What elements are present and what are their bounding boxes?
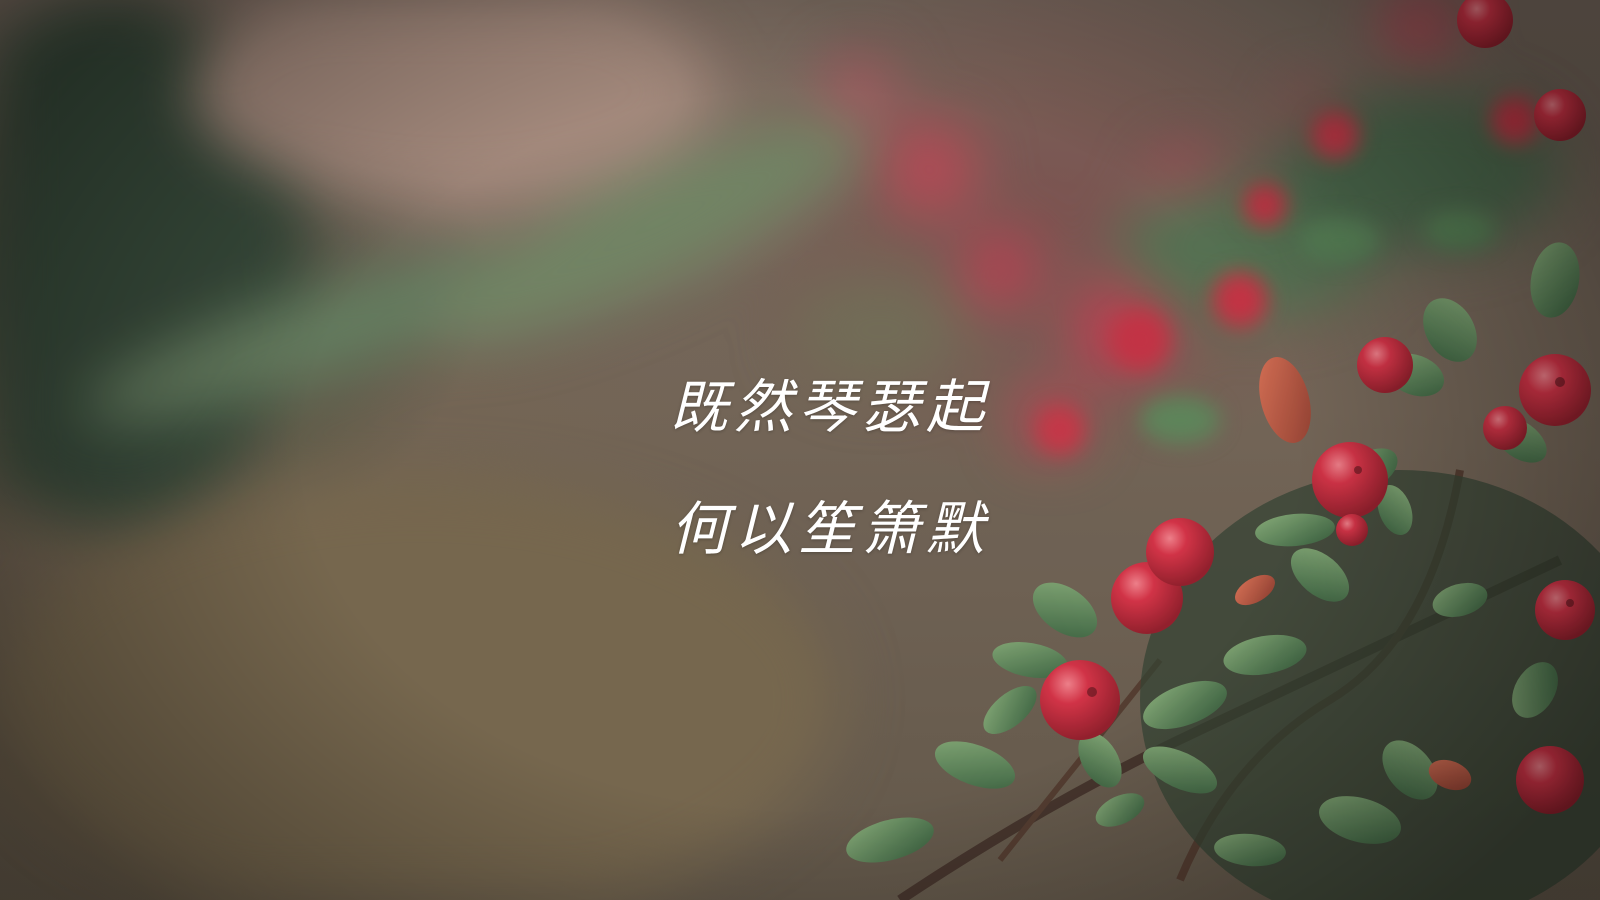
leaf [1423,298,1477,362]
blur-berry [962,232,1038,308]
berry [1312,442,1388,518]
green-branch-blur [82,238,578,422]
blur-berry [1382,0,1458,58]
mid-berry [1212,272,1268,328]
lower-haze [0,480,840,900]
berry [1357,337,1413,393]
blur-leaves [790,270,970,390]
berry [1534,89,1586,141]
berry [1336,514,1368,546]
leaf [1432,582,1488,618]
red-leaf [1235,574,1275,606]
green-branch-blur-2 [431,116,869,344]
leaf [1319,796,1401,844]
berries [1040,0,1595,814]
berry [1483,406,1527,450]
leaf [1382,740,1438,800]
leaf [1290,548,1350,602]
leaf [1255,513,1335,547]
mid-berry [1243,183,1287,227]
leaf [1214,833,1286,867]
leaf [1143,680,1227,730]
poem-line-2: 何以笙箫默 [669,495,990,563]
mid-leaf [1424,210,1496,250]
poem-line-1: 既然琴瑟起 [669,373,990,441]
leaf [983,686,1037,734]
blur-berry [882,122,978,218]
warm-haze [190,0,710,200]
mid-berry [1110,310,1170,370]
leaf [1142,746,1218,794]
berry [1535,580,1595,640]
leaf [1512,662,1558,718]
leaf [1377,484,1413,536]
mid-berry [1036,406,1084,454]
leaf [1032,582,1098,638]
leaf [1095,793,1145,827]
red-leaf [1259,357,1311,443]
berry [1516,746,1584,814]
blur-berry [824,54,896,126]
mid-berry [1491,96,1539,144]
leaf [846,817,934,863]
leaf [1078,732,1122,788]
red-leaf [1428,759,1472,791]
berry [1040,660,1120,740]
leaf [992,642,1068,678]
berry [1146,518,1214,586]
twig [997,658,1163,862]
berry [1519,354,1591,426]
leaf [934,741,1016,789]
berry-calyx [1087,377,1574,697]
leaf [1223,634,1307,676]
leaf [1530,242,1580,318]
berry [1457,0,1513,48]
mid-leaf [1140,396,1220,444]
mid-leaf [1300,218,1380,262]
mid-berry [1311,111,1359,159]
